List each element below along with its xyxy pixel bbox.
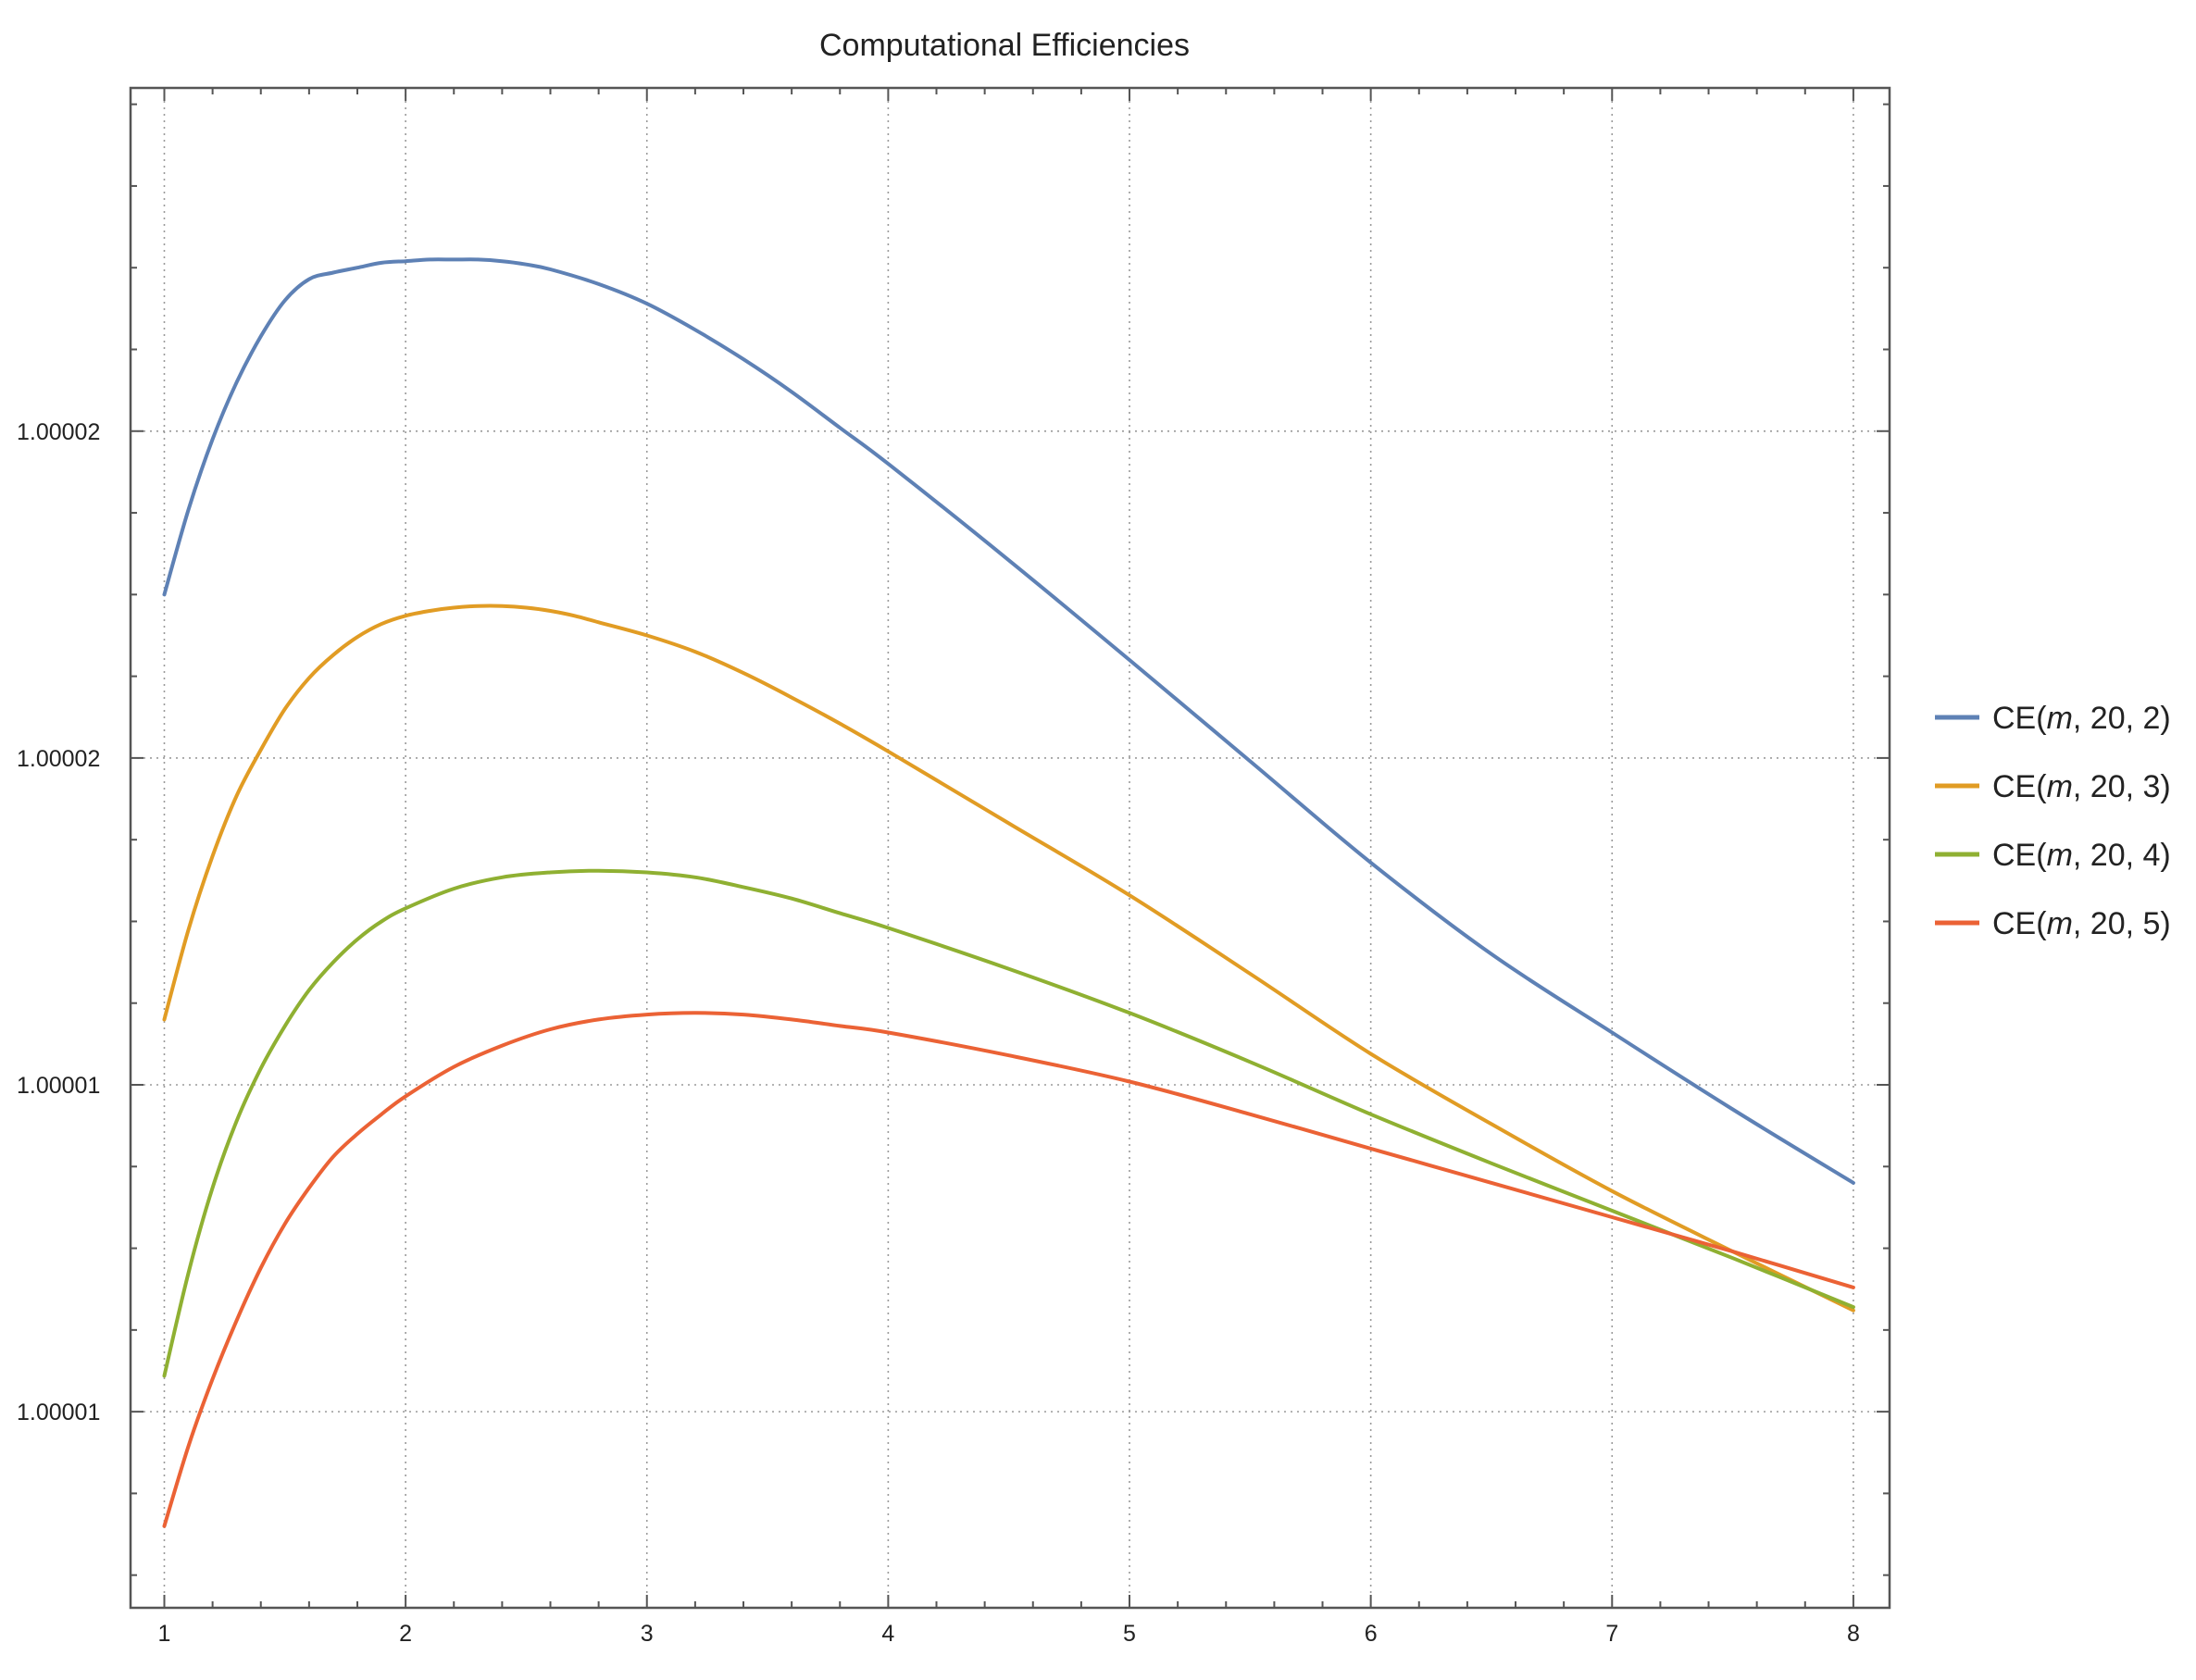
series-line-3 [162, 868, 1855, 1378]
legend-item-2: CE(m, 20, 3) [1935, 769, 2171, 804]
x-tick-label: 3 [641, 1621, 654, 1647]
x-tick-label: 5 [1123, 1621, 1136, 1647]
legend-label: CE(m, 20, 2) [1992, 701, 2171, 736]
legend-label-suffix: , 20, 4) [2073, 838, 2171, 873]
legend-label-prefix: CE( [1992, 701, 2047, 736]
x-tick-label: 2 [399, 1621, 412, 1647]
series-line-2 [162, 604, 1855, 1313]
x-tick-label: 7 [1605, 1621, 1618, 1647]
y-tick-label: 1.00002 [17, 746, 100, 772]
x-tick-label: 4 [881, 1621, 894, 1647]
legend-label: CE(m, 20, 4) [1992, 838, 2171, 873]
x-tick-label: 8 [1847, 1621, 1860, 1647]
axis-ticks [131, 88, 1890, 1608]
x-axis-tick-labels: 1 2 3 4 5 6 7 8 [158, 1621, 1860, 1647]
legend-label-suffix: , 20, 5) [2073, 906, 2171, 941]
y-tick-label: 1.00001 [17, 1073, 100, 1099]
series-line-1 [162, 257, 1855, 1185]
x-tick-label: 1 [158, 1621, 171, 1647]
y-axis-tick-labels: 1.00001 1.00001 1.00002 1.00002 [17, 419, 100, 1425]
legend-label-var: m [2047, 838, 2073, 873]
chart-title: Computational Efficiencies [819, 28, 1190, 63]
legend-label-suffix: , 20, 3) [2073, 769, 2171, 804]
legend-label-var: m [2047, 769, 2073, 804]
legend-label-prefix: CE( [1992, 906, 2047, 941]
plot-series [162, 257, 1855, 1528]
legend-label: CE(m, 20, 5) [1992, 906, 2171, 941]
legend-item-4: CE(m, 20, 5) [1935, 906, 2171, 941]
y-tick-label: 1.00002 [17, 419, 100, 445]
legend: CE(m, 20, 2)CE(m, 20, 3)CE(m, 20, 4)CE(m… [1935, 701, 2171, 941]
x-tick-label: 6 [1365, 1621, 1378, 1647]
legend-label-var: m [2047, 906, 2073, 941]
legend-item-3: CE(m, 20, 4) [1935, 838, 2171, 873]
legend-item-1: CE(m, 20, 2) [1935, 701, 2171, 736]
legend-label: CE(m, 20, 3) [1992, 769, 2171, 804]
grid-lines [131, 88, 1890, 1608]
legend-label-prefix: CE( [1992, 838, 2047, 873]
y-tick-label: 1.00001 [17, 1400, 100, 1425]
series-line-4 [162, 1011, 1855, 1528]
legend-label-suffix: , 20, 2) [2073, 701, 2171, 736]
legend-label-prefix: CE( [1992, 769, 2047, 804]
plot-frame [129, 86, 1891, 1610]
legend-label-var: m [2047, 701, 2073, 736]
